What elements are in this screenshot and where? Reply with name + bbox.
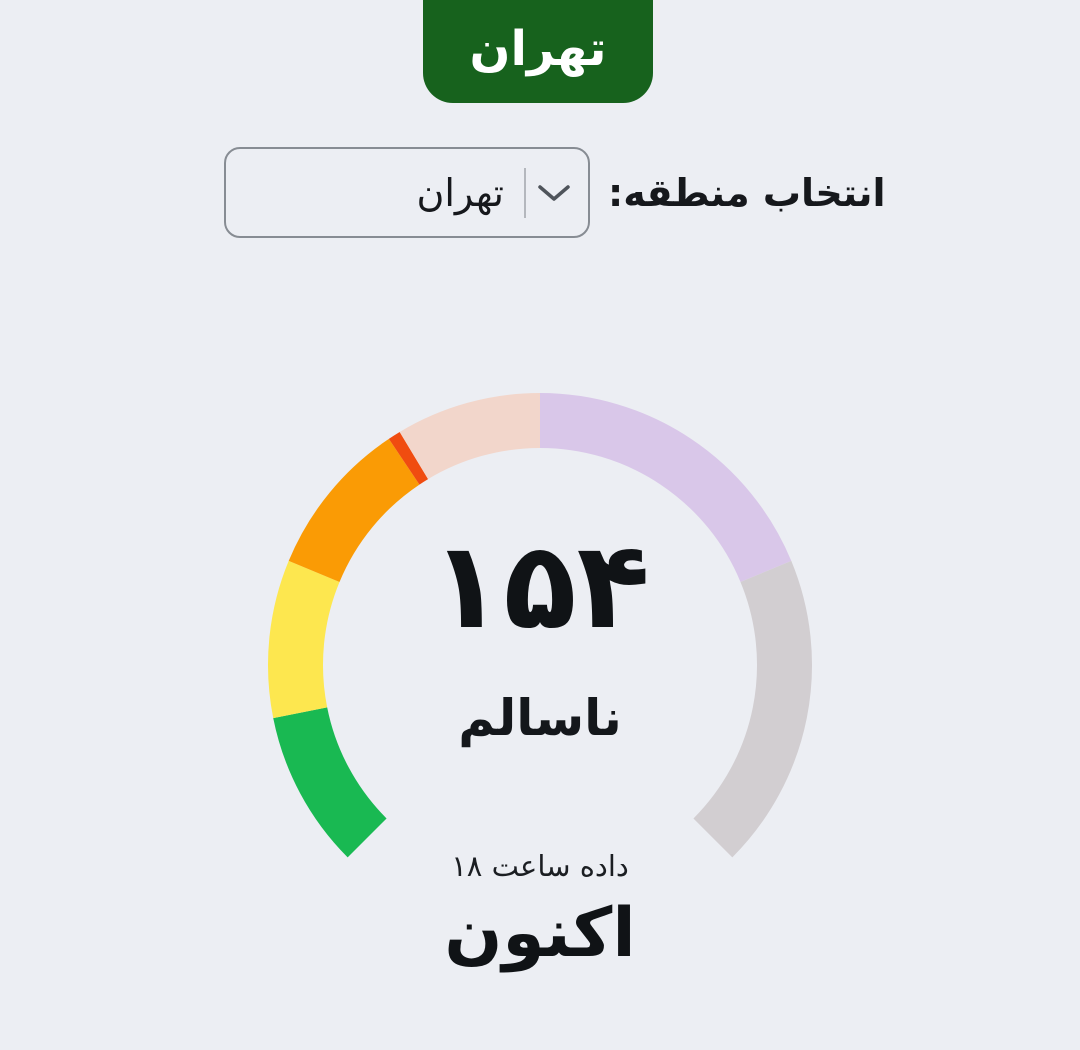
region-select[interactable]: تهران (224, 147, 590, 238)
aqi-gauge-arc (268, 393, 812, 858)
now-label: اکنون (444, 894, 636, 973)
gauge-segment-faded-red (399, 393, 541, 480)
data-hour-note: داده ساعت ۱۸ (451, 849, 629, 883)
select-divider (524, 167, 526, 218)
gauge-segment-filled-yellow (268, 560, 340, 719)
gauge-segment-filled-green (273, 706, 387, 858)
gauge-segment-faded-gray (693, 560, 812, 858)
city-badge: تهران (423, 0, 653, 103)
city-badge-label: تهران (469, 20, 607, 77)
gauge-segment-faded-purple (539, 393, 792, 583)
aqi-status-label: ناسالم (458, 689, 622, 747)
region-selector-label: انتخاب منطقه: (608, 170, 886, 215)
gauge-segment-filled-orange (288, 438, 420, 583)
gauge-segment-filled-red (388, 431, 429, 485)
aqi-value: ۱۵۴ (430, 517, 650, 656)
chevron-down-icon (537, 184, 571, 202)
region-select-value: تهران (416, 170, 504, 215)
